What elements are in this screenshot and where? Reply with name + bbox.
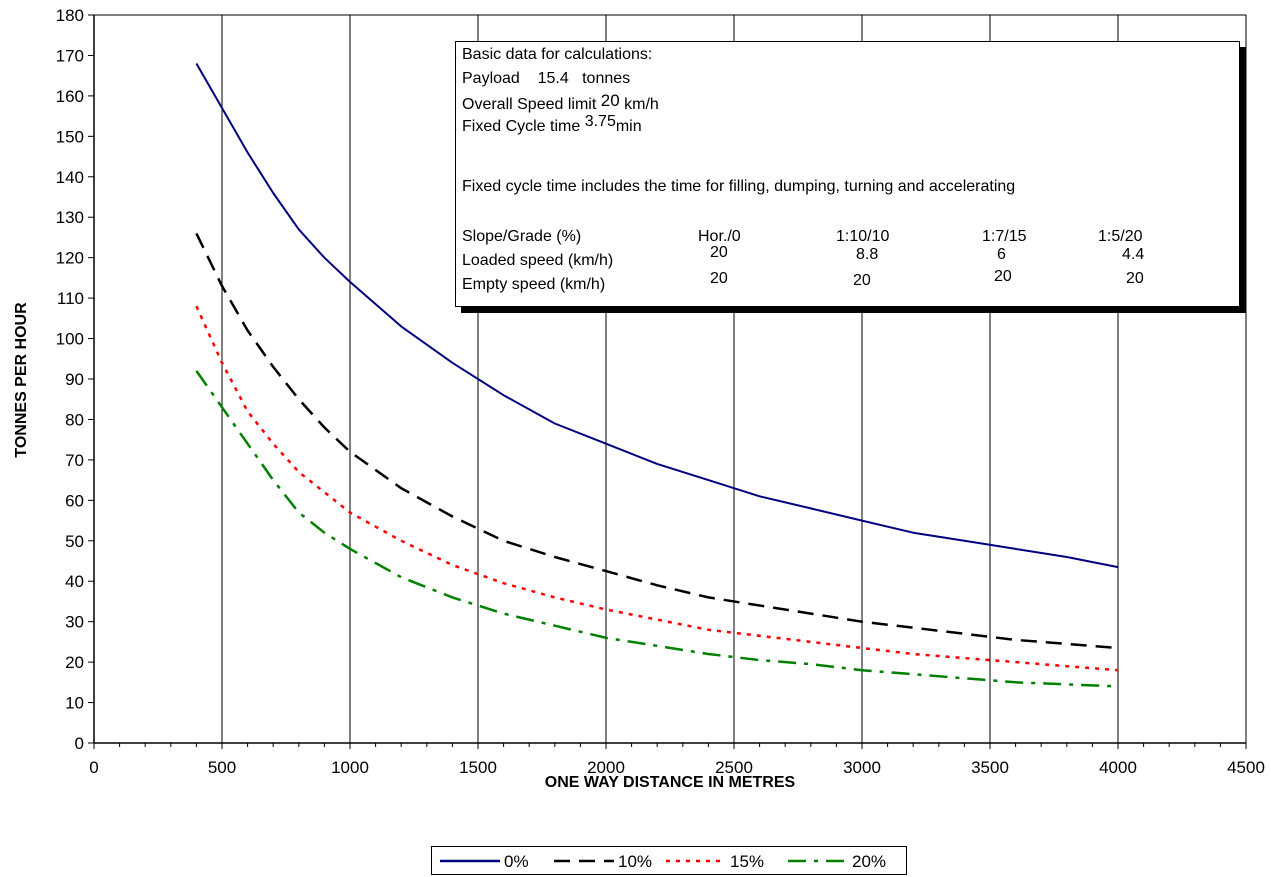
y-tick-label: 30 — [65, 613, 84, 632]
info-heading: Basic data for calculations: — [462, 46, 653, 63]
row-label-empty: Empty speed (km/h) — [462, 276, 606, 293]
y-tick-label: 170 — [56, 46, 84, 65]
empty-speed-10: 20 — [853, 272, 871, 289]
x-tick-label: 3000 — [843, 758, 881, 777]
y-tick-label: 180 — [56, 6, 84, 25]
y-tick-label: 130 — [56, 208, 84, 227]
series-line-0pct — [195, 63, 1119, 569]
payload-unit: tonnes — [582, 70, 631, 87]
series-lines — [195, 63, 1119, 688]
y-tick-label: 120 — [56, 249, 84, 268]
legend-label: 10% — [618, 852, 653, 871]
grade-0: Hor./0 — [698, 228, 741, 245]
axes — [88, 14, 1247, 749]
series-line-15pct — [195, 305, 1119, 672]
y-tick-label: 100 — [56, 330, 84, 349]
legend-swatch — [554, 859, 614, 863]
grade-15: 1:7/15 — [982, 228, 1027, 245]
x-tick-label: 500 — [208, 758, 236, 777]
legend-label: 0% — [504, 852, 529, 871]
legend-swatch — [666, 859, 726, 863]
loaded-speed-20: 4.4 — [1122, 246, 1145, 263]
y-tick-label: 70 — [65, 451, 84, 470]
legend-label: 20% — [852, 852, 887, 871]
cycle-note: Fixed cycle time includes the time for f… — [462, 178, 1016, 195]
cycle-time-unit: min — [615, 118, 642, 135]
y-tick-label: 110 — [57, 289, 84, 308]
x-tick-label: 4000 — [1099, 758, 1137, 777]
series-line-20pct — [195, 370, 1119, 688]
cycle-time-label: Fixed Cycle time — [462, 118, 581, 135]
x-tick-label: 1500 — [459, 758, 497, 777]
cycle-time-line: Fixed Cycle time 3.75min — [462, 113, 642, 136]
x-tick-label: 4500 — [1227, 758, 1265, 777]
y-tick-label: 150 — [56, 127, 84, 146]
calculation-info-box: Basic data for calculations: Payload 15.… — [455, 41, 1240, 307]
legend-label: 15% — [730, 852, 765, 871]
grade-20: 1:5/20 — [1098, 228, 1143, 245]
legend-swatch — [440, 859, 500, 863]
y-tick-label: 60 — [65, 491, 84, 510]
y-tick-label: 80 — [65, 410, 84, 429]
legend: 0% 10% 15% 20% — [431, 846, 907, 875]
x-tick-label: 3500 — [971, 758, 1009, 777]
y-tick-label: 40 — [65, 572, 84, 591]
row-label-loaded: Loaded speed (km/h) — [462, 252, 614, 269]
payload-value: 15.4 — [537, 70, 569, 87]
grade-10: 1:10/10 — [836, 228, 890, 245]
empty-speed-0: 20 — [710, 270, 728, 287]
cycle-time-value: 3.75 — [584, 113, 616, 130]
y-tick-label: 140 — [56, 168, 84, 187]
x-tick-label: 2000 — [587, 758, 625, 777]
y-tick-label: 160 — [56, 87, 84, 106]
y-tick-label: 0 — [75, 734, 84, 753]
y-tick-label: 10 — [65, 694, 84, 713]
empty-speed-15: 20 — [994, 268, 1012, 285]
speed-limit-label: Overall Speed limit — [462, 96, 597, 113]
x-axis-title: ONE WAY DISTANCE IN METRES — [545, 774, 796, 791]
x-tick-label: 0 — [89, 758, 98, 777]
speed-limit-value: 20 — [600, 91, 620, 110]
loaded-speed-0: 20 — [710, 244, 728, 261]
y-tick-label: 20 — [65, 653, 84, 672]
x-tick-label: 1000 — [331, 758, 369, 777]
x-tick-label: 2500 — [715, 758, 753, 777]
payload-label: Payload — [462, 70, 520, 87]
tick-labels: 0102030405060708090100110120130140150160… — [56, 6, 1265, 777]
row-label-grade: Slope/Grade (%) — [462, 228, 582, 245]
speed-limit-line: Overall Speed limit 20 km/h — [462, 91, 659, 114]
series-line-10pct — [195, 232, 1119, 650]
empty-speed-20: 20 — [1126, 270, 1144, 287]
y-tick-label: 50 — [65, 532, 84, 551]
payload-line: Payload 15.4 tonnes — [462, 70, 630, 88]
loaded-speed-10: 8.8 — [856, 246, 879, 263]
legend-swatch — [788, 859, 848, 863]
y-axis-title: TONNES PER HOUR — [13, 302, 30, 458]
loaded-speed-15: 6 — [997, 246, 1006, 263]
y-tick-label: 90 — [65, 370, 84, 389]
speed-limit-unit: km/h — [624, 96, 659, 113]
